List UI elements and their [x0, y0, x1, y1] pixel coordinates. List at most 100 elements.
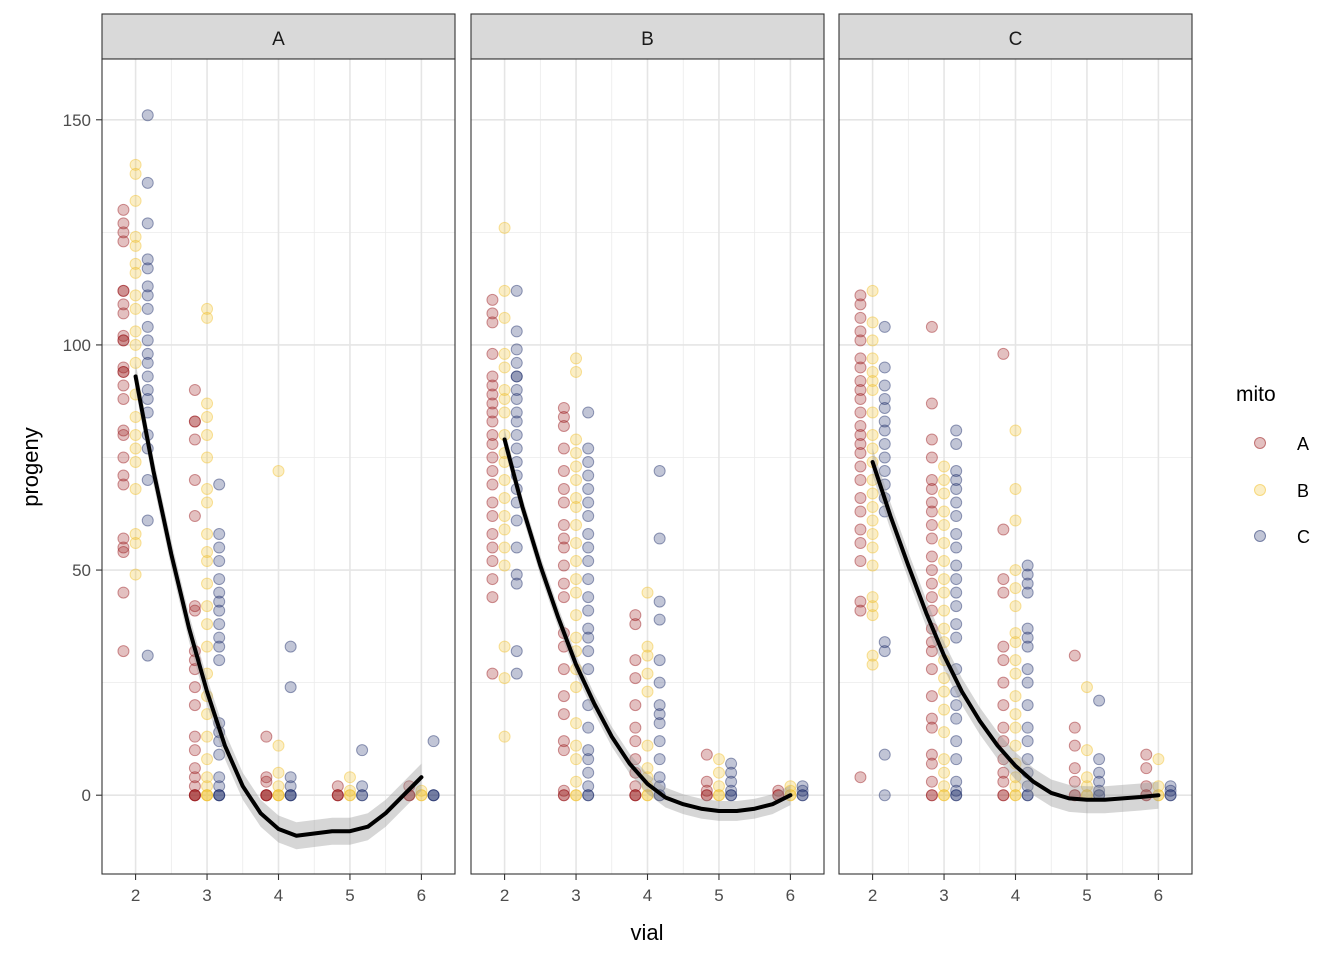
point-mito-b — [712, 789, 725, 802]
point-mito-c — [141, 474, 154, 487]
point-mito-c — [141, 356, 154, 369]
point-mito-b — [866, 428, 879, 441]
point-mito-a — [854, 361, 867, 374]
point-mito-c — [582, 766, 595, 779]
point-mito-b — [201, 451, 214, 464]
point-mito-b — [570, 789, 583, 802]
point-mito-c — [1021, 586, 1034, 599]
point-mito-b — [570, 681, 583, 694]
point-mito-a — [486, 465, 499, 478]
point-mito-a — [854, 474, 867, 487]
point-mito-b — [415, 789, 428, 802]
point-mito-b — [641, 649, 654, 662]
point-mito-c — [510, 370, 523, 383]
point-mito-b — [938, 780, 951, 793]
point-mito-c — [510, 541, 523, 554]
point-mito-c — [284, 789, 297, 802]
point-mito-b — [129, 483, 142, 496]
point-mito-a — [188, 474, 201, 487]
point-mito-c — [1021, 789, 1034, 802]
panel-a: A 2 3 4 5 6 — [101, 13, 456, 905]
point-mito-c — [1021, 676, 1034, 689]
point-mito-a — [557, 442, 570, 455]
point-mito-a — [486, 415, 499, 428]
point-mito-b — [938, 726, 951, 739]
panel-b: B 2 3 4 5 6 — [470, 13, 825, 905]
point-mito-b — [498, 392, 511, 405]
point-mito-b — [498, 523, 511, 536]
point-mito-c — [653, 654, 666, 667]
point-mito-b — [866, 609, 879, 622]
fit-line-a — [133, 374, 424, 838]
point-mito-a — [1068, 762, 1081, 775]
point-mito-a — [854, 604, 867, 617]
point-mito-a — [629, 699, 642, 712]
point-mito-b — [641, 667, 654, 680]
point-mito-a — [117, 392, 130, 405]
point-mito-b — [129, 528, 142, 541]
point-mito-b — [1009, 708, 1022, 721]
point-mito-c — [950, 437, 963, 450]
point-mito-a — [854, 325, 867, 338]
point-mito-c — [1021, 568, 1034, 581]
point-mito-a — [854, 446, 867, 459]
points-b — [486, 221, 809, 802]
point-mito-c — [1021, 780, 1034, 793]
point-mito-a — [486, 406, 499, 419]
point-mito-b — [129, 325, 142, 338]
point-mito-a — [557, 532, 570, 545]
point-mito-b — [272, 789, 285, 802]
point-mito-b — [712, 753, 725, 766]
point-mito-b — [866, 334, 879, 347]
point-mito-c — [653, 717, 666, 730]
point-mito-b — [498, 361, 511, 374]
point-mito-a — [629, 789, 642, 802]
point-mito-c — [950, 775, 963, 788]
point-mito-b — [570, 789, 583, 802]
point-mito-b — [498, 383, 511, 396]
point-mito-b — [570, 492, 583, 505]
point-mito-b — [129, 167, 142, 180]
point-mito-b — [129, 568, 142, 581]
point-mito-b — [129, 257, 142, 270]
point-mito-a — [925, 320, 938, 333]
point-mito-a — [854, 771, 867, 784]
point-mito-c — [653, 595, 666, 608]
point-mito-a — [486, 379, 499, 392]
point-mito-c — [510, 442, 523, 455]
point-mito-b — [272, 465, 285, 478]
point-mito-c — [1021, 721, 1034, 734]
point-mito-a — [925, 757, 938, 770]
point-mito-b — [938, 586, 951, 599]
point-mito-c — [510, 568, 523, 581]
point-mito-c — [582, 622, 595, 635]
point-mito-a — [188, 699, 201, 712]
point-mito-a — [260, 789, 273, 802]
point-mito-a — [117, 379, 130, 392]
point-mito-a — [854, 419, 867, 432]
point-mito-b — [641, 586, 654, 599]
point-mito-a — [486, 478, 499, 491]
point-mito-b — [201, 397, 214, 410]
point-mito-b — [498, 559, 511, 572]
point-mito-c — [878, 789, 891, 802]
point-mito-c — [141, 383, 154, 396]
point-mito-c — [213, 640, 226, 653]
point-mito-a — [188, 604, 201, 617]
x-tick-label: 3 — [571, 886, 580, 905]
point-mito-c — [878, 392, 891, 405]
point-mito-a — [188, 681, 201, 694]
facet-panels: A 2 3 4 5 6 B 2 3 4 5 6 C 2 3 4 5 6 — [101, 13, 1193, 905]
point-mito-a — [854, 595, 867, 608]
x-tick-label: 4 — [1011, 886, 1020, 905]
point-mito-a — [629, 721, 642, 734]
point-mito-b — [866, 528, 879, 541]
legend-key-b — [1254, 484, 1266, 496]
point-mito-c — [284, 789, 297, 802]
point-mito-c — [582, 631, 595, 644]
point-mito-a — [925, 789, 938, 802]
point-mito-c — [878, 451, 891, 464]
point-mito-a — [188, 789, 201, 802]
point-mito-a — [486, 347, 499, 360]
point-mito-c — [796, 784, 809, 797]
